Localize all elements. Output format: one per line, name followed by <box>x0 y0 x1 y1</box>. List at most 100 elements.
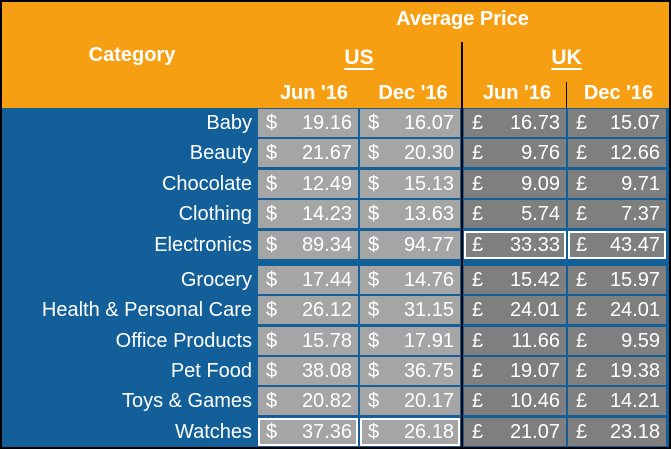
price-cell-us-jun: $37.36 <box>258 418 358 446</box>
price-value: 24.01 <box>609 299 660 321</box>
currency-symbol: $ <box>368 360 380 382</box>
price-cell-us-jun: $21.67 <box>258 139 358 167</box>
category-cell: Office Products <box>115 330 252 352</box>
currency-symbol: $ <box>368 299 380 321</box>
uk-date-divider <box>566 82 567 108</box>
price-value: 89.34 <box>301 234 352 256</box>
price-value: 26.12 <box>301 299 352 321</box>
country-divider <box>461 42 463 108</box>
price-value: 19.38 <box>609 360 660 382</box>
price-cell-us-dec: $16.07 <box>360 109 460 137</box>
currency-symbol: $ <box>266 142 278 164</box>
price-value: 15.07 <box>609 112 660 134</box>
category-cell: Toys & Games <box>121 390 252 412</box>
price-value: 14.21 <box>609 390 660 412</box>
price-cell-uk-jun: £9.76 <box>464 139 566 167</box>
uk-heading: UK <box>464 46 669 70</box>
price-cell-uk-jun: £15.42 <box>464 266 566 294</box>
price-cell-uk-dec: £14.21 <box>568 387 666 415</box>
currency-symbol: $ <box>368 421 380 443</box>
price-cell-uk-dec: £12.66 <box>568 139 666 167</box>
price-value: 15.78 <box>301 330 352 352</box>
price-value: 9.09 <box>521 173 560 195</box>
table-row: Health & Personal Care $26.12 $31.15 £24.01… <box>2 295 669 325</box>
currency-symbol: £ <box>576 173 588 195</box>
currency-symbol: $ <box>266 112 278 134</box>
price-cell-us-dec: $20.30 <box>360 139 460 167</box>
table-row: Pet Food $38.08 $36.75 £19.07 £19.38 <box>2 356 669 386</box>
currency-symbol: $ <box>266 234 278 256</box>
price-value: 11.66 <box>511 330 560 352</box>
us-heading-label: US <box>344 46 374 69</box>
price-value: 26.18 <box>403 421 454 443</box>
uk-jun-heading: Jun '16 <box>482 82 552 104</box>
category-heading: Category <box>88 44 176 66</box>
currency-symbol: £ <box>576 203 588 225</box>
table-row: Clothing $14.23 $13.63 £5.74 £7.37 <box>2 199 669 229</box>
price-value: 36.75 <box>403 360 454 382</box>
price-value: 15.97 <box>609 269 660 291</box>
price-cell-us-jun: $89.34 <box>258 231 358 259</box>
price-value: 16.07 <box>403 112 454 134</box>
currency-symbol: £ <box>472 112 484 134</box>
category-cell: Watches <box>174 421 252 443</box>
price-cell-us-dec: $26.18 <box>360 418 460 446</box>
price-cell-us-jun: $19.16 <box>258 109 358 137</box>
price-value: 24.01 <box>509 299 560 321</box>
country-divider-body <box>461 108 463 447</box>
table-row: Baby $19.16 $16.07 £16.73 £15.07 <box>2 108 669 138</box>
currency-symbol: $ <box>368 142 380 164</box>
category-cell: Baby <box>206 112 252 134</box>
currency-symbol: £ <box>472 173 484 195</box>
price-value: 12.49 <box>301 173 352 195</box>
currency-symbol: $ <box>266 390 278 412</box>
currency-symbol: £ <box>472 142 484 164</box>
price-value: 17.44 <box>301 269 352 291</box>
currency-symbol: $ <box>368 112 380 134</box>
price-value: 13.63 <box>403 203 454 225</box>
price-cell-uk-jun: £16.73 <box>464 109 566 137</box>
price-value: 15.42 <box>509 269 560 291</box>
price-value: 38.08 <box>301 360 352 382</box>
price-cell-us-jun: $15.78 <box>258 327 358 355</box>
price-value: 9.76 <box>521 142 560 164</box>
price-cell-uk-dec: £9.71 <box>568 170 666 198</box>
currency-symbol: $ <box>368 390 380 412</box>
price-value: 12.66 <box>609 142 660 164</box>
price-cell-uk-jun: £33.33 <box>464 231 566 259</box>
price-value: 15.13 <box>403 173 454 195</box>
currency-symbol: $ <box>368 173 380 195</box>
price-cell-us-jun: $14.23 <box>258 200 358 228</box>
price-value: 14.76 <box>403 269 454 291</box>
currency-symbol: $ <box>266 360 278 382</box>
price-value: 16.73 <box>509 112 560 134</box>
uk-heading-label: UK <box>551 46 582 69</box>
price-cell-uk-dec: £23.18 <box>568 418 666 446</box>
price-cell-us-jun: $12.49 <box>258 170 358 198</box>
price-cell-uk-jun: £11.66 <box>464 327 566 355</box>
us-heading: US <box>260 46 458 70</box>
currency-symbol: £ <box>576 112 588 134</box>
us-dec-heading: Dec '16 <box>378 82 448 104</box>
price-value: 21.67 <box>301 142 352 164</box>
currency-symbol: $ <box>368 203 380 225</box>
category-cell: Health & Personal Care <box>41 299 252 321</box>
table-row: Electronics $89.34 $94.77 £33.33 £43.47 <box>2 230 669 260</box>
currency-symbol: $ <box>266 203 278 225</box>
price-cell-us-jun: $38.08 <box>258 357 358 385</box>
price-cell-us-dec: $15.13 <box>360 170 460 198</box>
price-value: 33.33 <box>509 234 560 256</box>
price-value: 9.59 <box>621 330 660 352</box>
category-cell: Chocolate <box>161 173 252 195</box>
currency-symbol: $ <box>368 330 380 352</box>
currency-symbol: £ <box>472 421 484 443</box>
uk-dec-heading: Dec '16 <box>583 82 654 104</box>
average-price-heading: Average Price <box>396 8 529 30</box>
price-value: 5.74 <box>521 203 560 225</box>
currency-symbol: $ <box>266 299 278 321</box>
currency-symbol: $ <box>266 269 278 291</box>
table-row: Toys & Games $20.82 $20.17 £10.46 £14.21 <box>2 386 669 416</box>
price-cell-us-dec: $17.91 <box>360 327 460 355</box>
currency-symbol: £ <box>472 269 484 291</box>
